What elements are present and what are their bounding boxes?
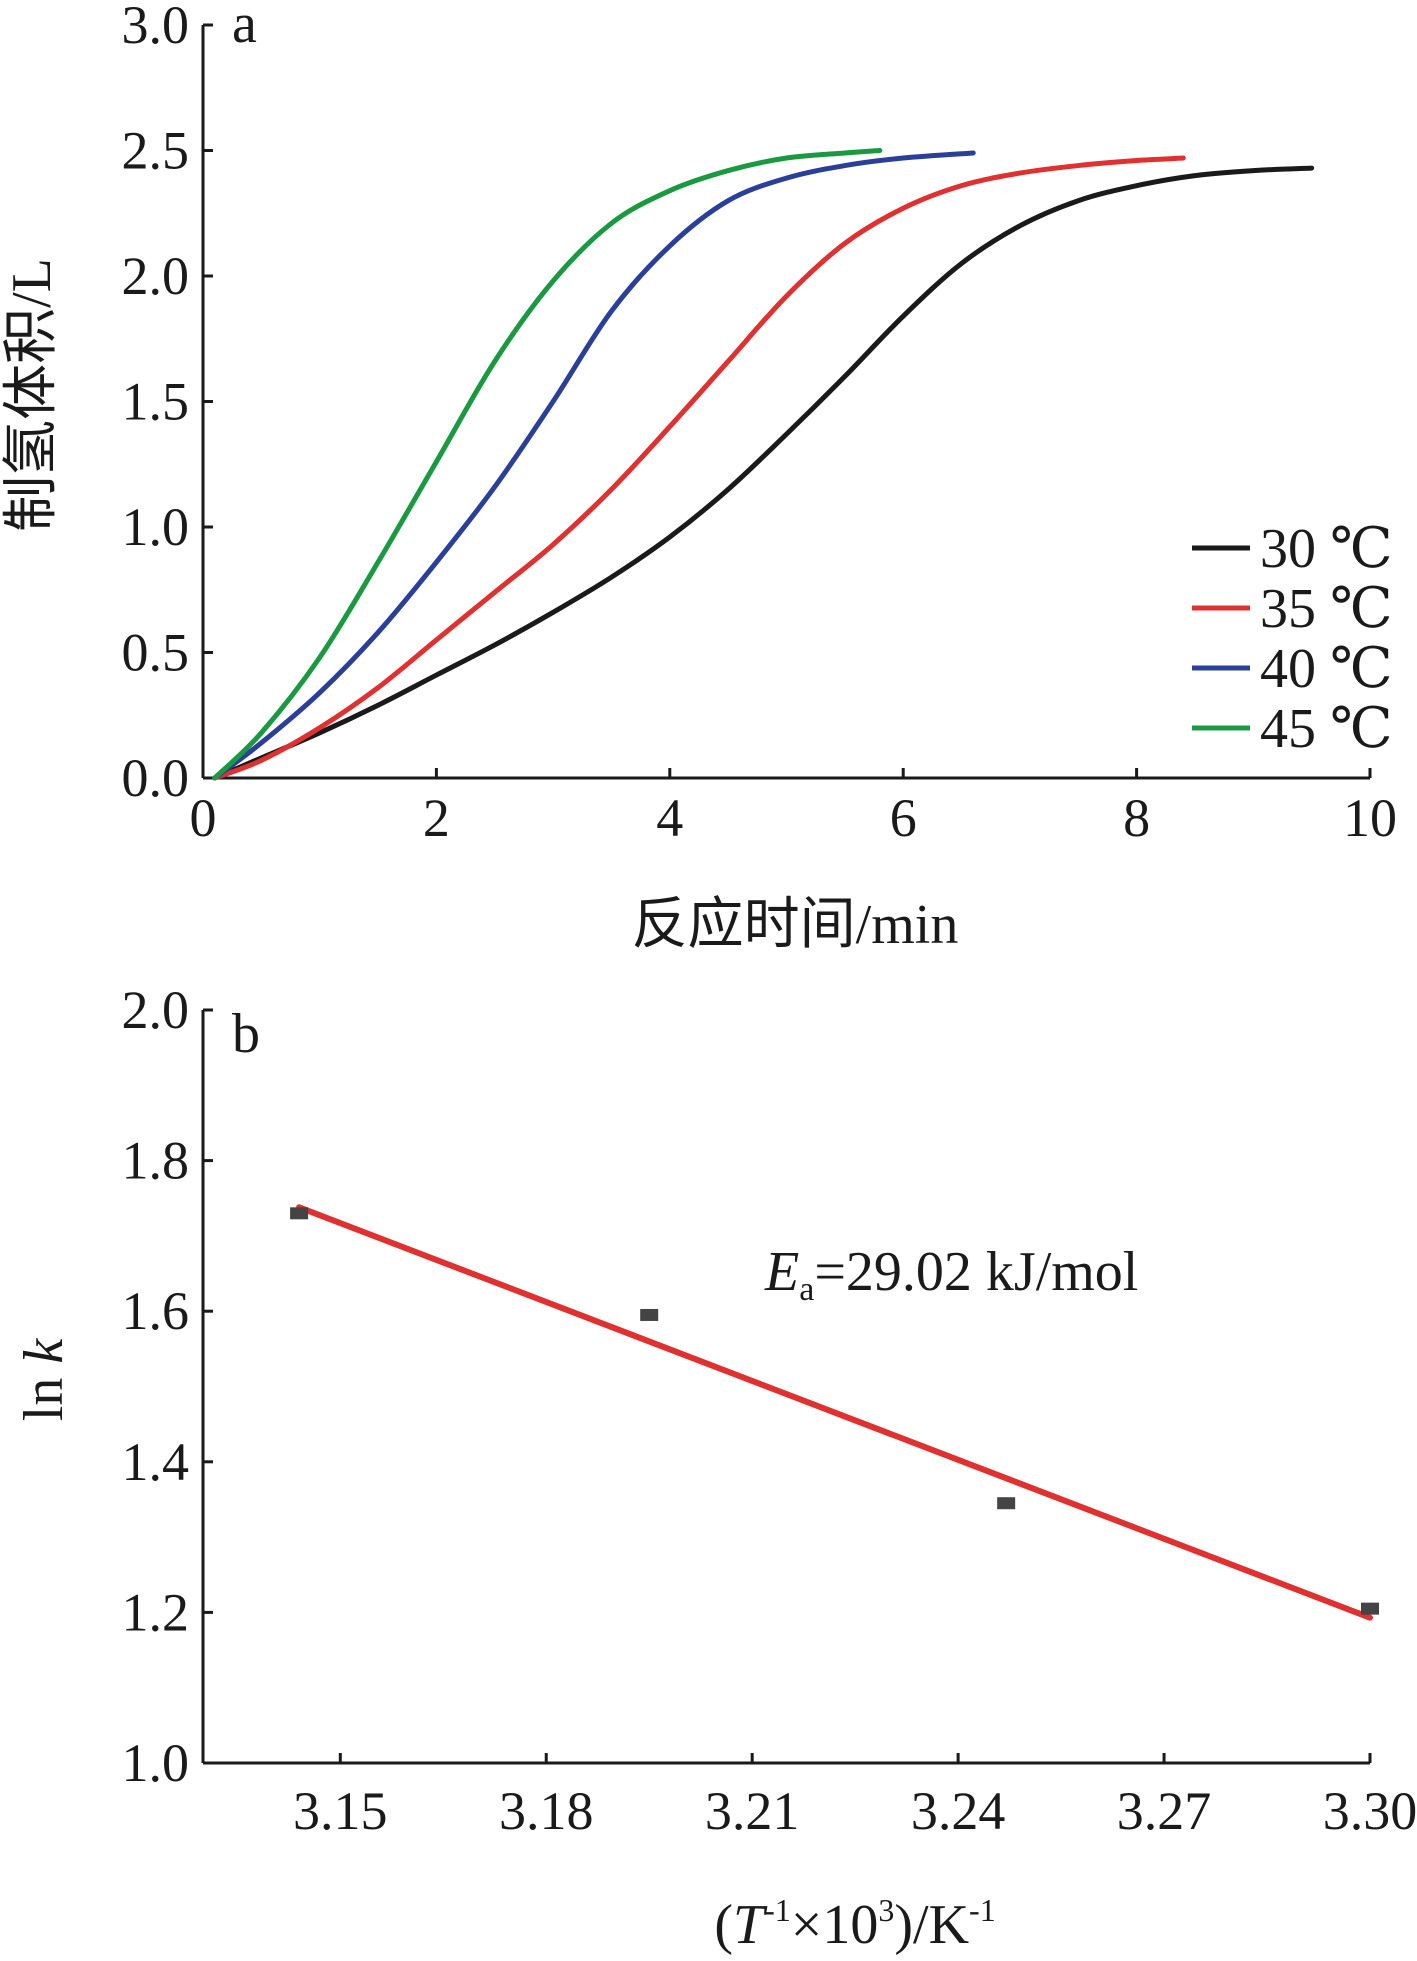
panel-a-y-tick-label: 2.5 <box>122 121 190 181</box>
panel-b-y-axis-title: ln k <box>13 1338 75 1422</box>
panel-b-x-tick-label: 3.24 <box>911 1781 1006 1841</box>
panel-a-y-tick-label: 1.0 <box>122 497 190 557</box>
legend-label-1: 30 ℃ <box>1260 518 1393 580</box>
data-point-4 <box>1361 1602 1379 1615</box>
panel-a-label: a <box>232 0 257 55</box>
series-line-3 <box>212 150 976 781</box>
panel-a-y-tick-label: 0.0 <box>122 748 190 808</box>
ea-symbol: E <box>764 1241 799 1303</box>
panel-a-legend: 30 ℃35 ℃40 ℃45 ℃ <box>1192 518 1393 760</box>
panel-a-x-tick-label: 10 <box>1343 788 1397 848</box>
panel-a-ticks: 0 2 4 6 8 10 0.0 0.5 1.0 1.5 2.0 2.5 3.0 <box>122 0 1398 848</box>
ea-subscript: a <box>799 1271 814 1308</box>
series-line-4 <box>212 148 883 781</box>
panel-b-y-tick-label: 1.8 <box>122 1131 190 1191</box>
panel-b-y-tick-label: 1.6 <box>122 1281 190 1341</box>
data-point-1 <box>290 1207 309 1220</box>
fit-line <box>296 1204 1373 1621</box>
series-line-1 <box>212 165 1315 781</box>
panel-a-x-tick-label: 0 <box>190 788 217 848</box>
panel-b-label: b <box>232 1003 260 1065</box>
panel-b-marks <box>290 1204 1379 1621</box>
panel-b-y-tick-label: 1.4 <box>122 1432 190 1492</box>
xlabel-t: T <box>733 1894 768 1956</box>
panel-a-x-tick-label: 8 <box>1123 788 1150 848</box>
panel-a-y-tick-label: 3.0 <box>122 0 190 55</box>
panel-a-y-tick-label: 1.5 <box>122 372 190 432</box>
panel-a-y-axis-title: 制氢体积/L <box>1 258 63 532</box>
panel-a-x-tick-label: 2 <box>423 788 450 848</box>
panel-a-x-tick-label: 6 <box>890 788 917 848</box>
ylabel-k: k <box>13 1338 75 1364</box>
panel-b-x-axis-title: (T-1×103)/K-1 <box>714 1892 995 1956</box>
panel-b-y-tick-label: 1.2 <box>122 1582 190 1642</box>
xlabel-times10: ×10 <box>791 1894 879 1956</box>
panel-a-chart: 0 2 4 6 8 100.00.51.01.52.02.53.0 a 反应时间/min … <box>1 0 1397 956</box>
panel-b-x-tick-label: 3.30 <box>1323 1781 1417 1841</box>
panel-b-annotation-ea: Ea=29.02 kJ/mol <box>764 1241 1138 1308</box>
panel-a-y-tick-label: 0.5 <box>122 623 190 683</box>
panel-a-x-tick-label: 4 <box>656 788 683 848</box>
xlabel-unit: )/K <box>894 1894 969 1956</box>
data-point-3 <box>997 1497 1016 1510</box>
panel-a-x-axis-title: 反应时间/min <box>632 894 959 956</box>
panel-b-ticks: 3.15 3.18 3.21 3.24 3.27 3.30 1.0 1.2 1.4 1.6 1.8 2… <box>122 980 1417 1841</box>
data-point-2 <box>640 1308 659 1321</box>
legend-label-3: 40 ℃ <box>1260 638 1393 700</box>
panel-b-x-tick-label: 3.18 <box>499 1781 594 1841</box>
xlabel-open-paren: ( <box>714 1894 733 1956</box>
panel-b-y-tick-label: 2.0 <box>122 980 190 1040</box>
xlabel-sup2: 3 <box>878 1892 894 1928</box>
xlabel-sup3: -1 <box>969 1892 996 1928</box>
panel-b-x-tick-label: 3.27 <box>1117 1781 1212 1841</box>
ea-value: =29.02 kJ/mol <box>814 1241 1138 1303</box>
ylabel-ln: ln <box>13 1364 75 1422</box>
panel-b-x-tick-label: 3.15 <box>293 1781 388 1841</box>
panel-b-y-tick-label: 1.0 <box>122 1733 190 1793</box>
panel-a-curves <box>212 148 1315 781</box>
panel-b-chart: 3.15 3.18 3.21 3.24 3.27 3.30 1.0 1.2 1.4 1.6 1.8 2… <box>13 980 1417 1956</box>
xlabel-sup1: -1 <box>764 1892 791 1928</box>
panel-b-x-tick-label: 3.21 <box>705 1781 800 1841</box>
panel-a-y-tick-label: 2.0 <box>122 246 190 306</box>
series-line-2 <box>212 155 1186 781</box>
legend-label-4: 45 ℃ <box>1260 698 1393 760</box>
legend-label-2: 35 ℃ <box>1260 578 1393 640</box>
